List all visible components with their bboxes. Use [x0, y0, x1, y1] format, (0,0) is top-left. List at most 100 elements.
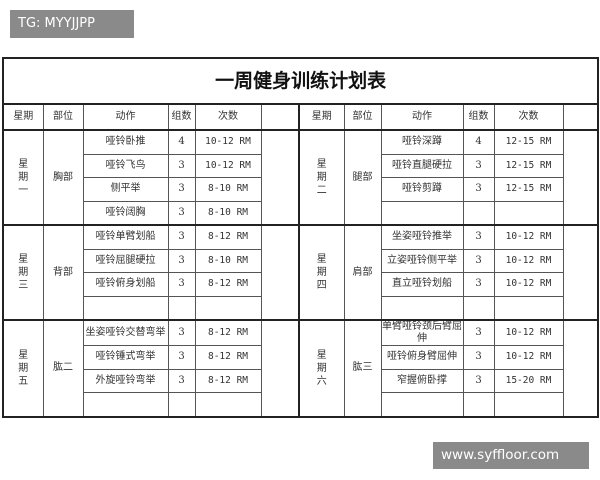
day-cell: 星期二 — [298, 129, 345, 226]
day-cell: 星期六 — [298, 319, 345, 418]
reps-cell — [194, 392, 262, 418]
blank-cell — [260, 319, 300, 418]
sets-cell: 3 — [167, 248, 196, 273]
sets-cell: 3 — [462, 368, 495, 393]
exercise-cell: 坐姿哑铃推举 — [380, 224, 464, 250]
table-row: 哑铃阔胸 3 8-10 RM — [3, 200, 598, 226]
day-label: 星期六 — [316, 349, 327, 387]
reps-cell: 10-12 RM — [493, 248, 564, 273]
body-part-cell: 胸部 — [42, 129, 84, 226]
reps-cell: 8-12 RM — [194, 319, 262, 346]
exercise-cell — [380, 392, 464, 418]
reps-cell: 10-12 RM — [493, 224, 564, 250]
exercise-cell — [380, 200, 464, 226]
table-row: 星期一 胸部 哑铃卧推 4 10-12 RM 星期二 腿部 哑铃深蹲 4 12-15 RM — [2, 129, 599, 226]
sets-cell: 3 — [167, 224, 196, 250]
table-row: 哑铃飞鸟 3 10-12 RM 哑铃直腿硬拉 3 12-15 RM — [3, 153, 598, 178]
sets-cell: 3 — [167, 200, 196, 226]
exercise-cell: 哑铃阔胸 — [82, 200, 169, 226]
exercise-cell: 立姿哑铃侧平举 — [380, 248, 464, 273]
reps-cell: 12-15 RM — [493, 129, 564, 155]
sets-cell: 3 — [462, 319, 495, 346]
table-row — [3, 295, 598, 321]
sets-cell: 3 — [462, 272, 495, 297]
sets-cell: 3 — [462, 345, 495, 370]
exercise-cell: 侧平举 — [82, 177, 169, 202]
sets-cell: 3 — [462, 248, 495, 273]
sets-cell — [462, 295, 495, 321]
exercise-cell: 哑铃直腿硬拉 — [380, 153, 464, 178]
reps-cell: 8-12 RM — [194, 272, 262, 297]
exercise-cell: 坐姿哑铃交替弯举 — [82, 319, 169, 346]
blank-cell — [260, 224, 300, 321]
day-cell: 星期五 — [2, 319, 44, 418]
reps-cell: 10-12 RM — [194, 129, 262, 155]
day-label: 星期一 — [18, 159, 29, 196]
body-part-cell: 肱二 — [42, 319, 84, 418]
header-cell: 星期 — [298, 103, 345, 131]
body-part-cell: 肩部 — [343, 224, 382, 321]
reps-cell: 8-12 RM — [194, 224, 262, 250]
reps-cell — [194, 295, 262, 321]
exercise-cell: 哑铃深蹲 — [380, 129, 464, 155]
table-row: 哑铃屈腿硬拉 3 8-10 RM 立姿哑铃侧平举 3 10-12 RM — [3, 248, 598, 273]
exercise-cell: 哑铃俯身划船 — [82, 272, 169, 297]
sets-cell: 3 — [167, 153, 196, 178]
table-row: 外旋哑铃弯举 3 8-12 RM 窄握俯卧撑 3 15-20 RM — [3, 368, 598, 393]
reps-cell — [493, 295, 564, 321]
day-label: 星期五 — [18, 349, 29, 387]
watermark-bottom: www.syffloor.com — [433, 442, 589, 469]
body-part-cell: 肱三 — [343, 319, 382, 418]
header-cell: 部位 — [42, 103, 84, 131]
exercise-cell — [380, 295, 464, 321]
reps-cell — [493, 200, 564, 226]
exercise-cell: 哑铃卧推 — [82, 129, 169, 155]
reps-cell: 15-20 RM — [493, 368, 564, 393]
header-blank-cell — [562, 103, 599, 131]
table-row: 星期三 背部 哑铃单臂划船 3 8-12 RM 星期四 肩部 坐姿哑铃推举 3 10-12 RM — [2, 224, 599, 321]
reps-cell: 8-12 RM — [194, 368, 262, 393]
sets-cell: 3 — [462, 177, 495, 202]
body-part-cell: 腿部 — [343, 129, 382, 226]
header-cell: 动作 — [380, 103, 464, 131]
sets-cell: 3 — [167, 345, 196, 370]
sets-cell: 3 — [462, 224, 495, 250]
day-cell: 星期一 — [2, 129, 44, 226]
blank-cell — [562, 224, 599, 321]
watermark-top: TG: MYYJJPP — [10, 10, 134, 38]
table-row: 哑铃锤式弯举 3 8-12 RM 哑铃俯身臂屈伸 3 10-12 RM — [3, 345, 598, 370]
exercise-cell: 哑铃屈腿硬拉 — [82, 248, 169, 273]
exercise-cell: 哑铃俯身臂屈伸 — [380, 345, 464, 370]
sets-cell: 4 — [462, 129, 495, 155]
reps-cell: 10-12 RM — [493, 345, 564, 370]
header-cell: 部位 — [343, 103, 382, 131]
reps-cell: 12-15 RM — [493, 153, 564, 178]
exercise-cell: 窄握俯卧撑 — [380, 368, 464, 393]
reps-cell — [493, 392, 564, 418]
reps-cell: 8-10 RM — [194, 200, 262, 226]
sets-cell — [167, 392, 196, 418]
sets-cell: 3 — [167, 368, 196, 393]
blank-cell — [562, 319, 599, 418]
reps-cell: 12-15 RM — [493, 177, 564, 202]
table-title: 一周健身训练计划表 — [2, 57, 599, 105]
sets-cell: 3 — [167, 319, 196, 346]
exercise-cell: 哑铃锤式弯举 — [82, 345, 169, 370]
sets-cell: 3 — [462, 153, 495, 178]
reps-cell: 8-12 RM — [194, 345, 262, 370]
day-label: 星期二 — [316, 159, 327, 196]
exercise-cell: 单臂哑铃颈后臂屈伸 — [380, 319, 464, 346]
reps-cell: 8-10 RM — [194, 248, 262, 273]
sets-cell — [462, 200, 495, 226]
header-cell: 次数 — [493, 103, 564, 131]
blank-cell — [562, 129, 599, 226]
header-cell: 次数 — [194, 103, 262, 131]
weekly-training-plan-table: 一周健身训练计划表 星期 部位 动作 组数 次数 星期 部位 动作 组数 次数 星期一 胸部 哑铃卧推 4… — [2, 57, 600, 418]
sets-cell: 4 — [167, 129, 196, 155]
reps-cell: 10-12 RM — [493, 272, 564, 297]
reps-cell: 10-12 RM — [493, 319, 564, 346]
exercise-cell — [82, 392, 169, 418]
exercise-cell: 外旋哑铃弯举 — [82, 368, 169, 393]
header-cell: 组数 — [462, 103, 495, 131]
header-cell: 星期 — [2, 103, 44, 131]
